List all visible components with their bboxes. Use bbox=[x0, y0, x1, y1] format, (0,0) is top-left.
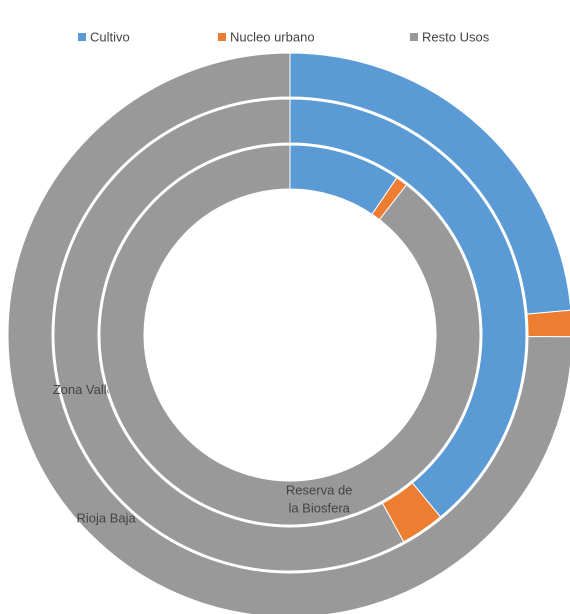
ring-segment bbox=[526, 309, 570, 338]
ring-label-line: Reserva de bbox=[286, 483, 352, 498]
legend-label: Resto Usos bbox=[422, 29, 490, 44]
ring-segment bbox=[289, 98, 527, 518]
ring-label-line: la Biosfera bbox=[288, 501, 350, 516]
ring-segment bbox=[53, 98, 405, 572]
legend-label: Cultivo bbox=[90, 29, 130, 44]
ring-segment bbox=[7, 52, 570, 614]
ring-label: Zona Valle bbox=[53, 382, 114, 397]
legend-swatch bbox=[410, 33, 418, 41]
ring-segment bbox=[99, 144, 481, 526]
ring-segment bbox=[289, 52, 570, 315]
ring-label: Rioja Baja bbox=[77, 510, 137, 525]
legend-swatch bbox=[78, 33, 86, 41]
legend-label: Nucleo urbano bbox=[230, 29, 315, 44]
ring-label: Reserva de la Biosfera bbox=[286, 483, 352, 516]
legend-swatch bbox=[218, 33, 226, 41]
